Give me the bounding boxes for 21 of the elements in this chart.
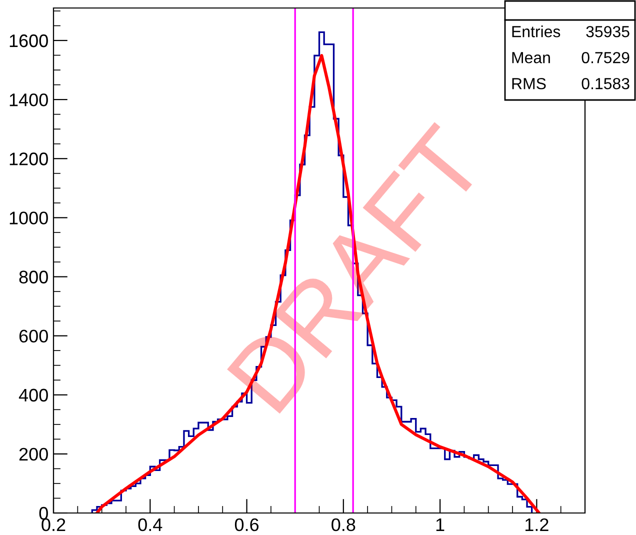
annotation: RMS <box>512 78 546 90</box>
y-tick-label: 800 <box>19 270 48 284</box>
x-tick-label: 0.6 <box>234 518 259 532</box>
x-tick-label: 1.2 <box>526 518 548 531</box>
annotation: 0.7529 <box>582 52 630 64</box>
y-tick-label: 1000 <box>10 212 48 224</box>
x-tick-label: 0.2 <box>42 518 66 532</box>
text: 35935 <box>586 26 630 38</box>
x-tick-label: 0.4 <box>138 518 162 532</box>
y-tick-label: 600 <box>19 330 48 343</box>
annotation: Entries <box>512 26 560 38</box>
y-tick-label: 400 <box>18 388 48 402</box>
x-tick-label: 1 <box>436 518 444 531</box>
y-tick-label: 1400 <box>10 93 48 106</box>
y-tick-label: 1200 <box>10 152 48 166</box>
x-tick-label: 0.8 <box>332 518 356 532</box>
y-tick-label: 0 <box>39 506 48 520</box>
annotation: 0.1583 <box>582 78 630 90</box>
y-tick-label: 200 <box>19 448 48 461</box>
y-tick-label: 1600 <box>10 34 48 48</box>
annotation: Mean <box>512 52 550 64</box>
